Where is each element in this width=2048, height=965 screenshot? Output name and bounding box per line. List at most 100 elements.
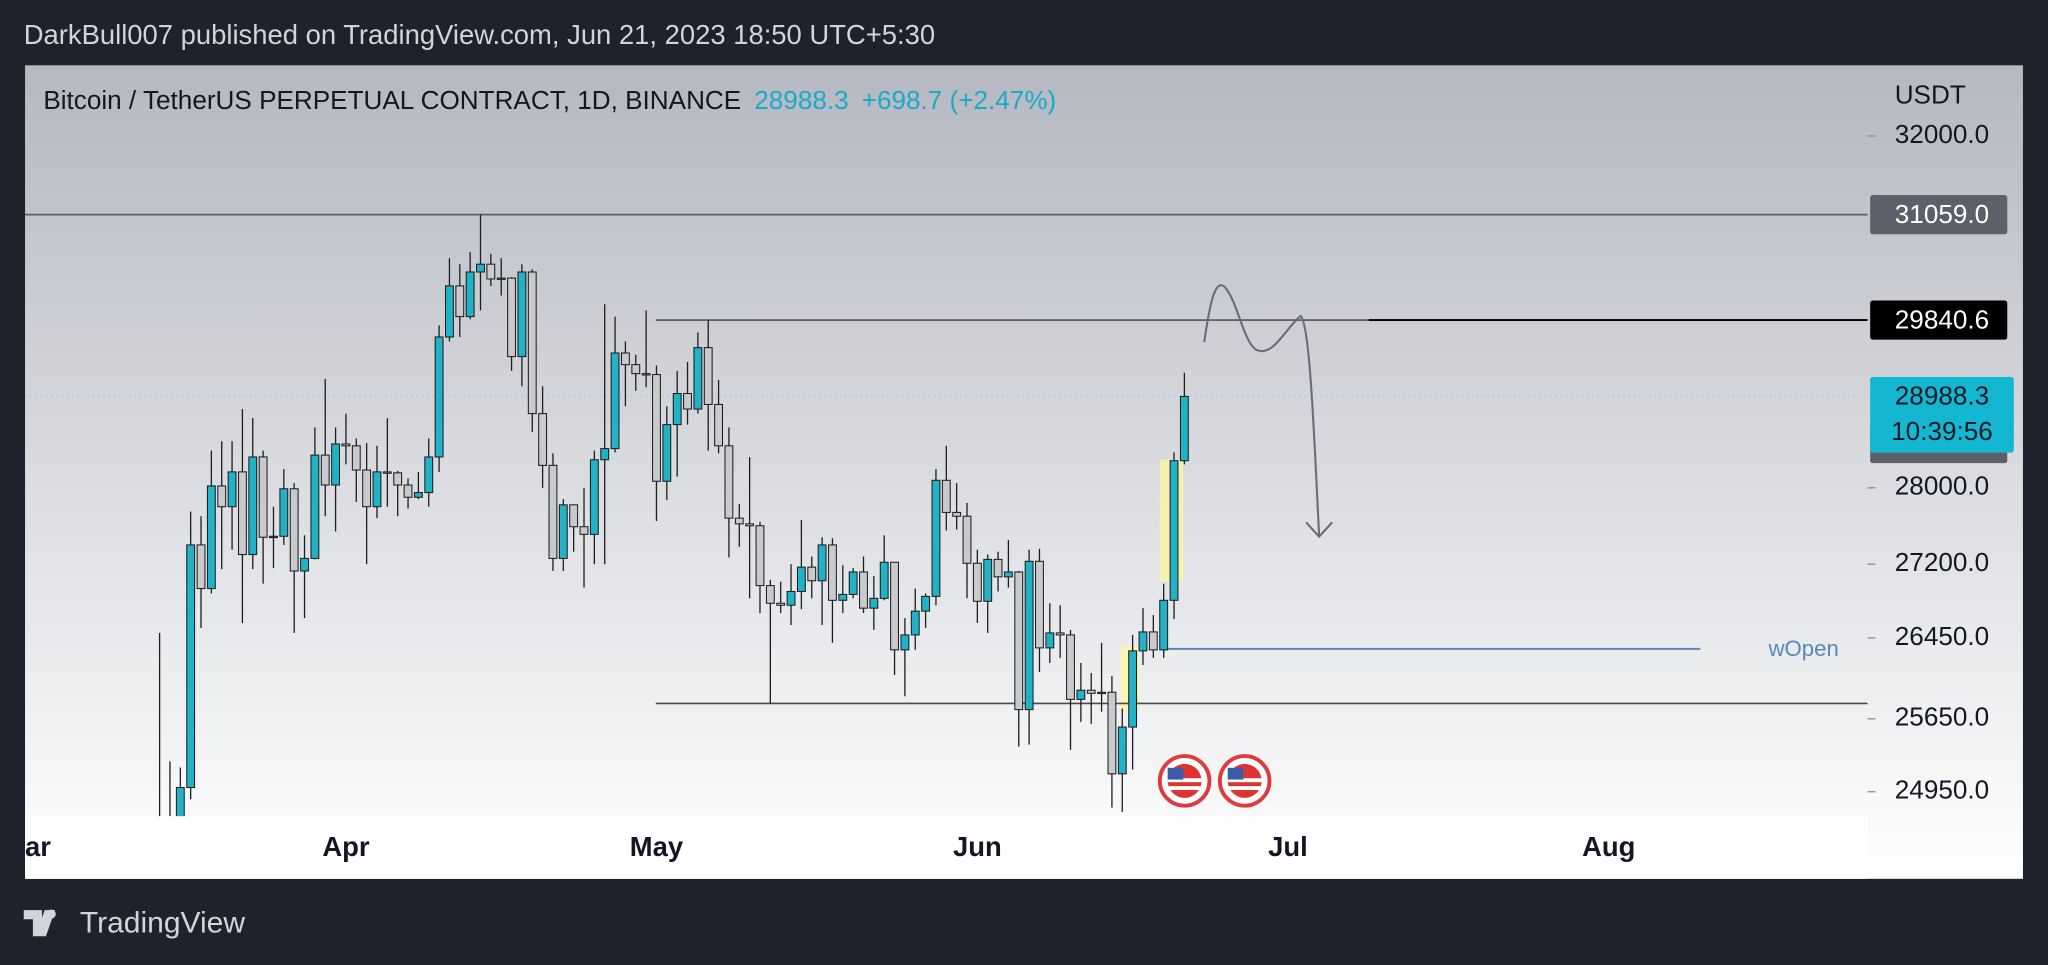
candle-body bbox=[714, 403, 724, 447]
candle-body bbox=[962, 515, 972, 564]
candle-body bbox=[641, 373, 651, 376]
price-change: +698.7 (+2.47%) bbox=[862, 85, 1057, 115]
candle-body bbox=[227, 471, 237, 508]
candle-body bbox=[620, 352, 630, 366]
x-tick-label: Jun bbox=[953, 831, 1002, 862]
y-tick-label: 26450.0 bbox=[1895, 621, 1989, 651]
y-tick-label: 25650.0 bbox=[1895, 702, 1989, 732]
candle-body bbox=[320, 454, 330, 486]
candle-body bbox=[631, 364, 641, 375]
candle-body bbox=[517, 271, 527, 358]
candle-body bbox=[258, 456, 268, 538]
candle-body bbox=[476, 263, 485, 273]
candle-body bbox=[1024, 560, 1034, 711]
candle-body bbox=[941, 479, 951, 513]
candle-body bbox=[196, 544, 206, 590]
candle-body bbox=[362, 469, 372, 508]
candle-body bbox=[279, 488, 289, 537]
chart-panel bbox=[25, 65, 2023, 879]
event-flag bbox=[1157, 754, 1212, 808]
candle-body bbox=[652, 374, 661, 482]
candle-body bbox=[217, 485, 227, 508]
candle-body bbox=[579, 526, 589, 535]
candle-body bbox=[569, 504, 579, 528]
candle-body bbox=[548, 464, 558, 559]
candle-body bbox=[237, 471, 247, 556]
candle-body bbox=[755, 525, 765, 587]
candle-body bbox=[1117, 726, 1127, 775]
candle-body bbox=[952, 511, 962, 517]
candle-body bbox=[890, 561, 899, 651]
candle-body bbox=[175, 786, 185, 817]
legend: Bitcoin / TetherUS PERPETUAL CONTRACT, 1… bbox=[43, 85, 1056, 115]
candle-body bbox=[610, 352, 620, 450]
candle-body bbox=[817, 544, 827, 582]
last-price: 28988.3 bbox=[754, 85, 848, 115]
candle-body bbox=[393, 472, 403, 486]
candle-body bbox=[310, 454, 320, 559]
candle-body bbox=[1014, 571, 1024, 711]
candle-body bbox=[1179, 395, 1189, 462]
candle-body bbox=[434, 336, 444, 458]
publish-info: DarkBull007 published on TradingView.com… bbox=[24, 19, 935, 50]
y-tick-label: 24950.0 bbox=[1895, 775, 1989, 805]
candle-body bbox=[838, 593, 848, 601]
candle-body bbox=[983, 558, 993, 602]
currency-label: USDT bbox=[1895, 80, 1966, 110]
price-scale: 32000.0 28000.0 27200.0 26450.0 25650.0 24950… bbox=[1867, 119, 2014, 805]
candle-body bbox=[879, 561, 889, 599]
candle-body bbox=[289, 488, 299, 572]
x-tick-label: ar bbox=[25, 831, 51, 862]
candle-body bbox=[1076, 689, 1086, 700]
candle-body bbox=[1003, 571, 1013, 578]
price-tag-label: 31059.0 bbox=[1895, 199, 1989, 229]
symbol-title: Bitcoin / TetherUS PERPETUAL CONTRACT, 1… bbox=[43, 85, 741, 115]
x-tick-label: Jul bbox=[1268, 831, 1308, 862]
candle-body bbox=[1169, 460, 1179, 601]
candle-body bbox=[1107, 691, 1117, 775]
last-price-tag bbox=[1870, 376, 2014, 453]
candle-body bbox=[765, 585, 775, 604]
candle-body bbox=[372, 471, 382, 508]
candle-body bbox=[1066, 634, 1075, 700]
candle-body bbox=[734, 517, 744, 525]
candle-body bbox=[672, 393, 682, 426]
candle-body bbox=[972, 562, 982, 602]
candle-body bbox=[589, 459, 599, 535]
candle-body bbox=[683, 393, 692, 410]
candle-body bbox=[351, 445, 361, 471]
candle-body bbox=[910, 610, 920, 636]
candle-body bbox=[662, 424, 672, 482]
candle-body bbox=[527, 271, 537, 415]
candle-body bbox=[807, 566, 817, 582]
candle-body bbox=[496, 277, 506, 280]
candle-body bbox=[786, 590, 796, 606]
x-tick-label: Aug bbox=[1582, 831, 1635, 862]
candle-body bbox=[776, 602, 786, 606]
candle-body bbox=[993, 558, 1003, 578]
logo bbox=[23, 909, 56, 937]
candle-body bbox=[1128, 650, 1138, 728]
candle-body bbox=[600, 448, 610, 461]
candle-body bbox=[1159, 599, 1169, 651]
candle-body bbox=[403, 484, 413, 498]
candle-body bbox=[921, 595, 931, 612]
candle-body bbox=[1045, 632, 1055, 649]
candle-body bbox=[465, 271, 475, 318]
candle-body bbox=[455, 285, 465, 318]
candle-body bbox=[445, 285, 454, 338]
candle-body bbox=[693, 347, 703, 410]
level-name: wOpen bbox=[1768, 636, 1839, 661]
y-tick-label: 28000.0 bbox=[1895, 471, 1989, 501]
x-tick-label: Apr bbox=[322, 831, 370, 862]
candle-body bbox=[1148, 631, 1158, 651]
candle-body bbox=[848, 571, 858, 595]
candle-body bbox=[248, 456, 258, 556]
candle-body bbox=[507, 277, 516, 358]
candle-body bbox=[1138, 631, 1148, 652]
y-tick-label: 32000.0 bbox=[1895, 119, 1989, 149]
time-labels: ar Apr May Jun Jul Aug bbox=[25, 831, 1635, 862]
candle-body bbox=[382, 471, 392, 474]
candle-body bbox=[186, 544, 196, 789]
